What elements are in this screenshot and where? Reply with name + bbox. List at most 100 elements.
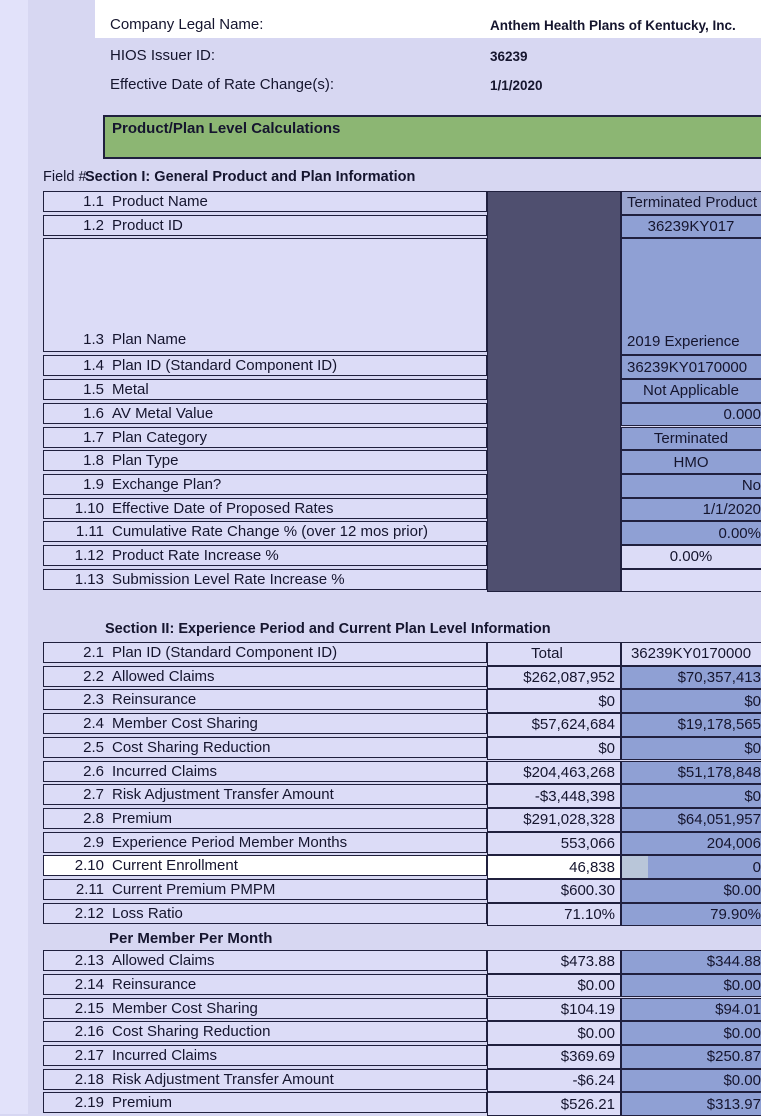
field-value-cell[interactable]: 36239KY017: [621, 214, 761, 239]
field-number: 2.17: [74, 1046, 104, 1064]
total-value: 71.10%: [564, 906, 615, 924]
plan-value: $0.00: [723, 977, 761, 995]
plan-value-cell[interactable]: 36239KY0170000: [621, 642, 761, 666]
field-label-cell[interactable]: 2.9 Experience Period Member Months: [43, 831, 487, 853]
field-label-cell[interactable]: 1.7 Plan Category: [43, 426, 487, 448]
total-column-cell[interactable]: 71.10%: [487, 902, 621, 927]
total-column-cell[interactable]: -$3,448,398: [487, 784, 621, 808]
total-column-cell[interactable]: $262,087,952: [487, 665, 621, 690]
plan-value-cell[interactable]: $64,051,957: [621, 807, 761, 832]
field-value-cell[interactable]: Terminated: [621, 426, 761, 451]
plan-value-cell[interactable]: 0: [621, 855, 761, 879]
plan-value-cell[interactable]: $0.00: [621, 973, 761, 998]
field-label: Cumulative Rate Change % (over 12 mos pr…: [112, 523, 428, 541]
total-column-cell[interactable]: $369.69: [487, 1044, 621, 1069]
field-label: Cost Sharing Reduction: [112, 1023, 271, 1041]
field-label-cell[interactable]: 1.8 Plan Type: [43, 450, 487, 472]
plan-value-cell[interactable]: $94.01: [621, 997, 761, 1022]
total-value: 553,066: [560, 834, 615, 852]
total-column-cell[interactable]: $104.19: [487, 997, 621, 1022]
plan-value-cell[interactable]: $0: [621, 689, 761, 714]
field-label: Plan ID (Standard Component ID): [112, 357, 338, 375]
field-label-cell[interactable]: 1.4 Plan ID (Standard Component ID): [43, 355, 487, 377]
plan-value-cell[interactable]: 79.90%: [621, 902, 761, 927]
total-column-cell[interactable]: $0: [487, 736, 621, 761]
plan-value-cell[interactable]: 204,006: [621, 831, 761, 856]
total-column-cell[interactable]: $600.30: [487, 879, 621, 903]
subheader-label: Per Member Per Month: [109, 929, 273, 947]
field-label-cell[interactable]: 2.10 Current Enrollment: [43, 855, 487, 877]
field-value-cell[interactable]: 1/1/2020: [621, 497, 761, 522]
field-value-cell[interactable]: Terminated Product: [621, 191, 761, 215]
total-column-cell[interactable]: $204,463,268: [487, 760, 621, 785]
field-value-cell[interactable]: 2019 Experience: [621, 238, 761, 356]
field-value-cell[interactable]: No: [621, 473, 761, 498]
plan-value-cell[interactable]: $19,178,565: [621, 713, 761, 737]
total-column-cell[interactable]: $0: [487, 689, 621, 714]
field-label-cell[interactable]: 2.13 Allowed Claims: [43, 950, 487, 972]
plan-value-cell[interactable]: $0.00: [621, 1068, 761, 1093]
field-label-cell[interactable]: 2.12 Loss Ratio: [43, 902, 487, 924]
field-value-cell[interactable]: 36239KY0170000: [621, 355, 761, 380]
total-column-cell[interactable]: Total: [487, 642, 621, 666]
field-label-cell[interactable]: 2.11 Current Premium PMPM: [43, 879, 487, 900]
field-label-cell[interactable]: 2.2 Allowed Claims: [43, 665, 487, 687]
total-column-cell[interactable]: 553,066: [487, 831, 621, 856]
field-label-cell[interactable]: 2.3 Reinsurance: [43, 689, 487, 711]
plan-value-cell[interactable]: $313.97: [621, 1092, 761, 1116]
field-label-cell[interactable]: 2.8 Premium: [43, 807, 487, 829]
field-label-cell[interactable]: 1.9 Exchange Plan?: [43, 473, 487, 495]
field-value-cell[interactable]: 0.00%: [621, 545, 761, 569]
total-column-cell[interactable]: -$6.24: [487, 1068, 621, 1093]
plan-value: $313.97: [706, 1095, 761, 1113]
field-label-cell[interactable]: 2.17 Incurred Claims: [43, 1044, 487, 1066]
plan-value-cell[interactable]: $70,357,413: [621, 665, 761, 690]
field-value-cell[interactable]: HMO: [621, 450, 761, 474]
plan-value-cell[interactable]: $0.00: [621, 879, 761, 903]
field-label-cell[interactable]: 1.10 Effective Date of Proposed Rates: [43, 497, 487, 519]
field-label-cell[interactable]: 2.1 Plan ID (Standard Component ID): [43, 642, 487, 663]
total-column-cell[interactable]: $526.21: [487, 1092, 621, 1116]
hios-issuer-id-value[interactable]: 36239: [490, 49, 528, 64]
total-column-cell[interactable]: $291,028,328: [487, 807, 621, 832]
total-column-cell[interactable]: $473.88: [487, 950, 621, 974]
field-label-cell[interactable]: 1.1 Product Name: [43, 191, 487, 212]
field-label-cell[interactable]: 2.14 Reinsurance: [43, 973, 487, 995]
hios-issuer-id-label: HIOS Issuer ID:: [110, 47, 216, 64]
plan-value-cell[interactable]: $250.87: [621, 1044, 761, 1069]
field-value-cell[interactable]: 0.00%: [621, 521, 761, 545]
total-column-cell[interactable]: $57,624,684: [487, 713, 621, 737]
field-label-cell[interactable]: 1.12 Product Rate Increase %: [43, 545, 487, 566]
field-value-cell[interactable]: Not Applicable: [621, 379, 761, 403]
effective-date-value[interactable]: 1/1/2020: [490, 78, 543, 93]
field-label-cell[interactable]: 1.3 Plan Name: [43, 238, 487, 353]
field-label-cell[interactable]: 2.5 Cost Sharing Reduction: [43, 736, 487, 758]
field-label-cell[interactable]: 2.18 Risk Adjustment Transfer Amount: [43, 1068, 487, 1090]
field-label-cell[interactable]: 2.4 Member Cost Sharing: [43, 713, 487, 735]
section1-title: Section I: General Product and Plan Info…: [85, 169, 416, 185]
plan-value-cell[interactable]: $0.00: [621, 1021, 761, 1045]
plan-value: $64,051,957: [677, 811, 761, 829]
field-label-cell[interactable]: 1.11 Cumulative Rate Change % (over 12 mo…: [43, 521, 487, 543]
field-label-cell[interactable]: 2.19 Premium: [43, 1092, 487, 1114]
plan-value-cell[interactable]: $344.88: [621, 950, 761, 974]
field-label-cell[interactable]: 2.7 Risk Adjustment Transfer Amount: [43, 784, 487, 806]
company-legal-name-value[interactable]: Anthem Health Plans of Kentucky, Inc.: [490, 18, 736, 33]
field-label-cell[interactable]: 2.6 Incurred Claims: [43, 760, 487, 782]
plan-value-cell[interactable]: $0: [621, 736, 761, 761]
field-label-cell[interactable]: 2.16 Cost Sharing Reduction: [43, 1021, 487, 1043]
plan-value-cell[interactable]: $51,178,848: [621, 760, 761, 785]
field-value-cell[interactable]: 0.000: [621, 402, 761, 427]
plan-value-cell[interactable]: $0: [621, 784, 761, 808]
total-column-cell[interactable]: $0.00: [487, 973, 621, 998]
total-column-cell[interactable]: 46,838: [487, 855, 621, 879]
field-value-cell[interactable]: [621, 568, 761, 593]
field-label-cell[interactable]: 1.6 AV Metal Value: [43, 402, 487, 424]
field-label-cell[interactable]: 2.15 Member Cost Sharing: [43, 997, 487, 1019]
total-column-cell[interactable]: $0.00: [487, 1021, 621, 1045]
field-label-cell[interactable]: 1.2 Product ID: [43, 214, 487, 236]
field-label-cell[interactable]: 1.13 Submission Level Rate Increase %: [43, 568, 487, 590]
field-label-cell[interactable]: 1.5 Metal: [43, 379, 487, 401]
field-number: 2.5: [83, 738, 104, 756]
